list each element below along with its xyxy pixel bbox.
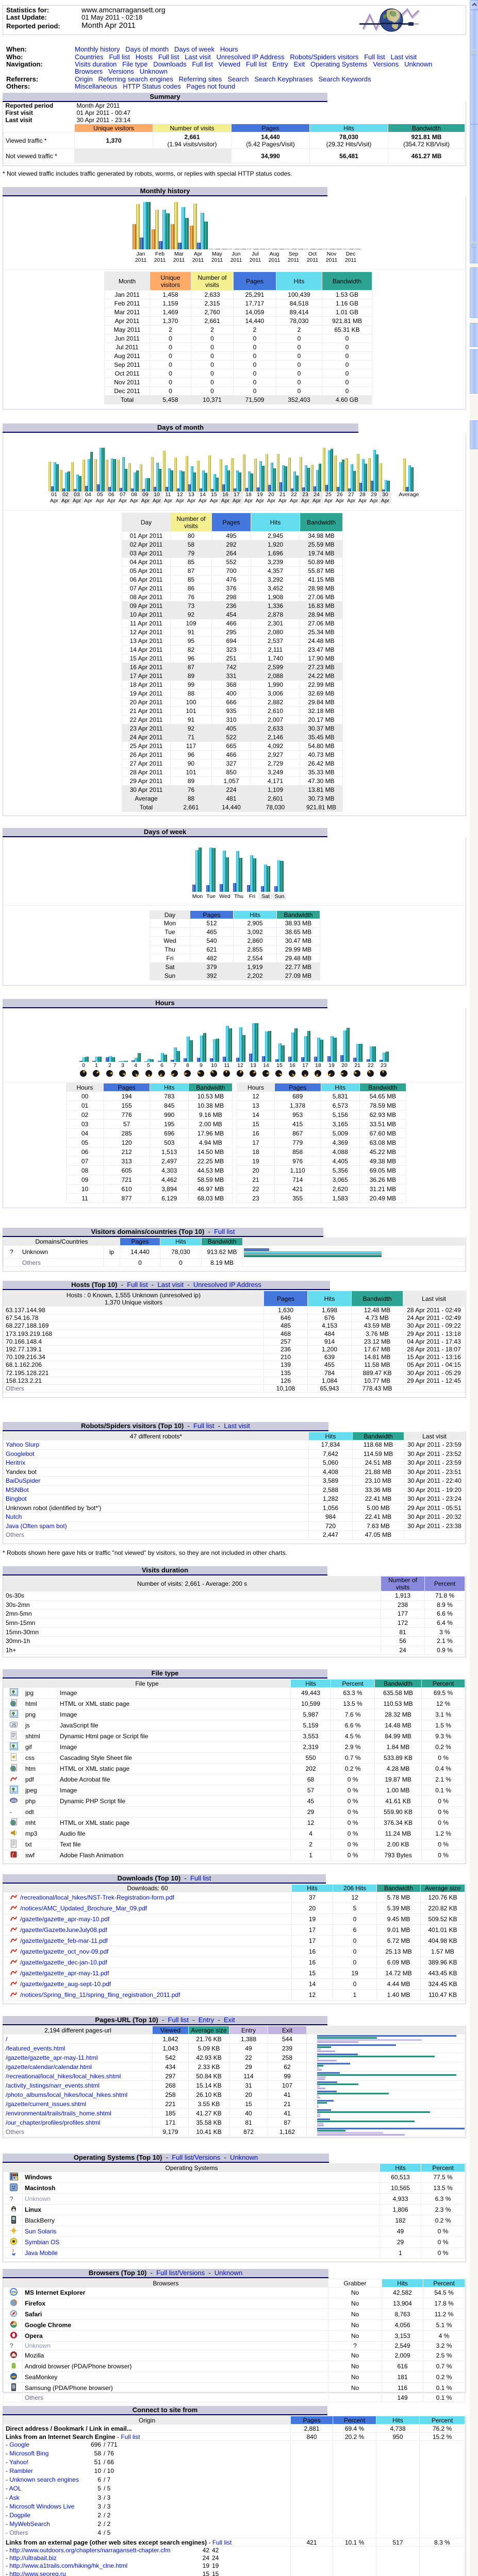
- svg-text:f: f: [12, 1852, 14, 1857]
- svg-text:JS: JS: [11, 1723, 16, 1727]
- svg-text:php: php: [11, 1800, 17, 1803]
